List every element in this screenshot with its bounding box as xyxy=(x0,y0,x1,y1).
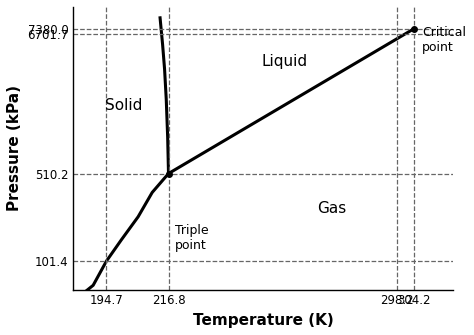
Y-axis label: Pressure (kPa): Pressure (kPa) xyxy=(7,85,22,211)
Text: Liquid: Liquid xyxy=(261,54,307,69)
Text: Critical
point: Critical point xyxy=(422,26,466,54)
Text: Solid: Solid xyxy=(105,97,143,113)
X-axis label: Temperature (K): Temperature (K) xyxy=(193,313,334,328)
Text: Gas: Gas xyxy=(318,201,347,215)
Text: Triple
point: Triple point xyxy=(175,224,208,252)
